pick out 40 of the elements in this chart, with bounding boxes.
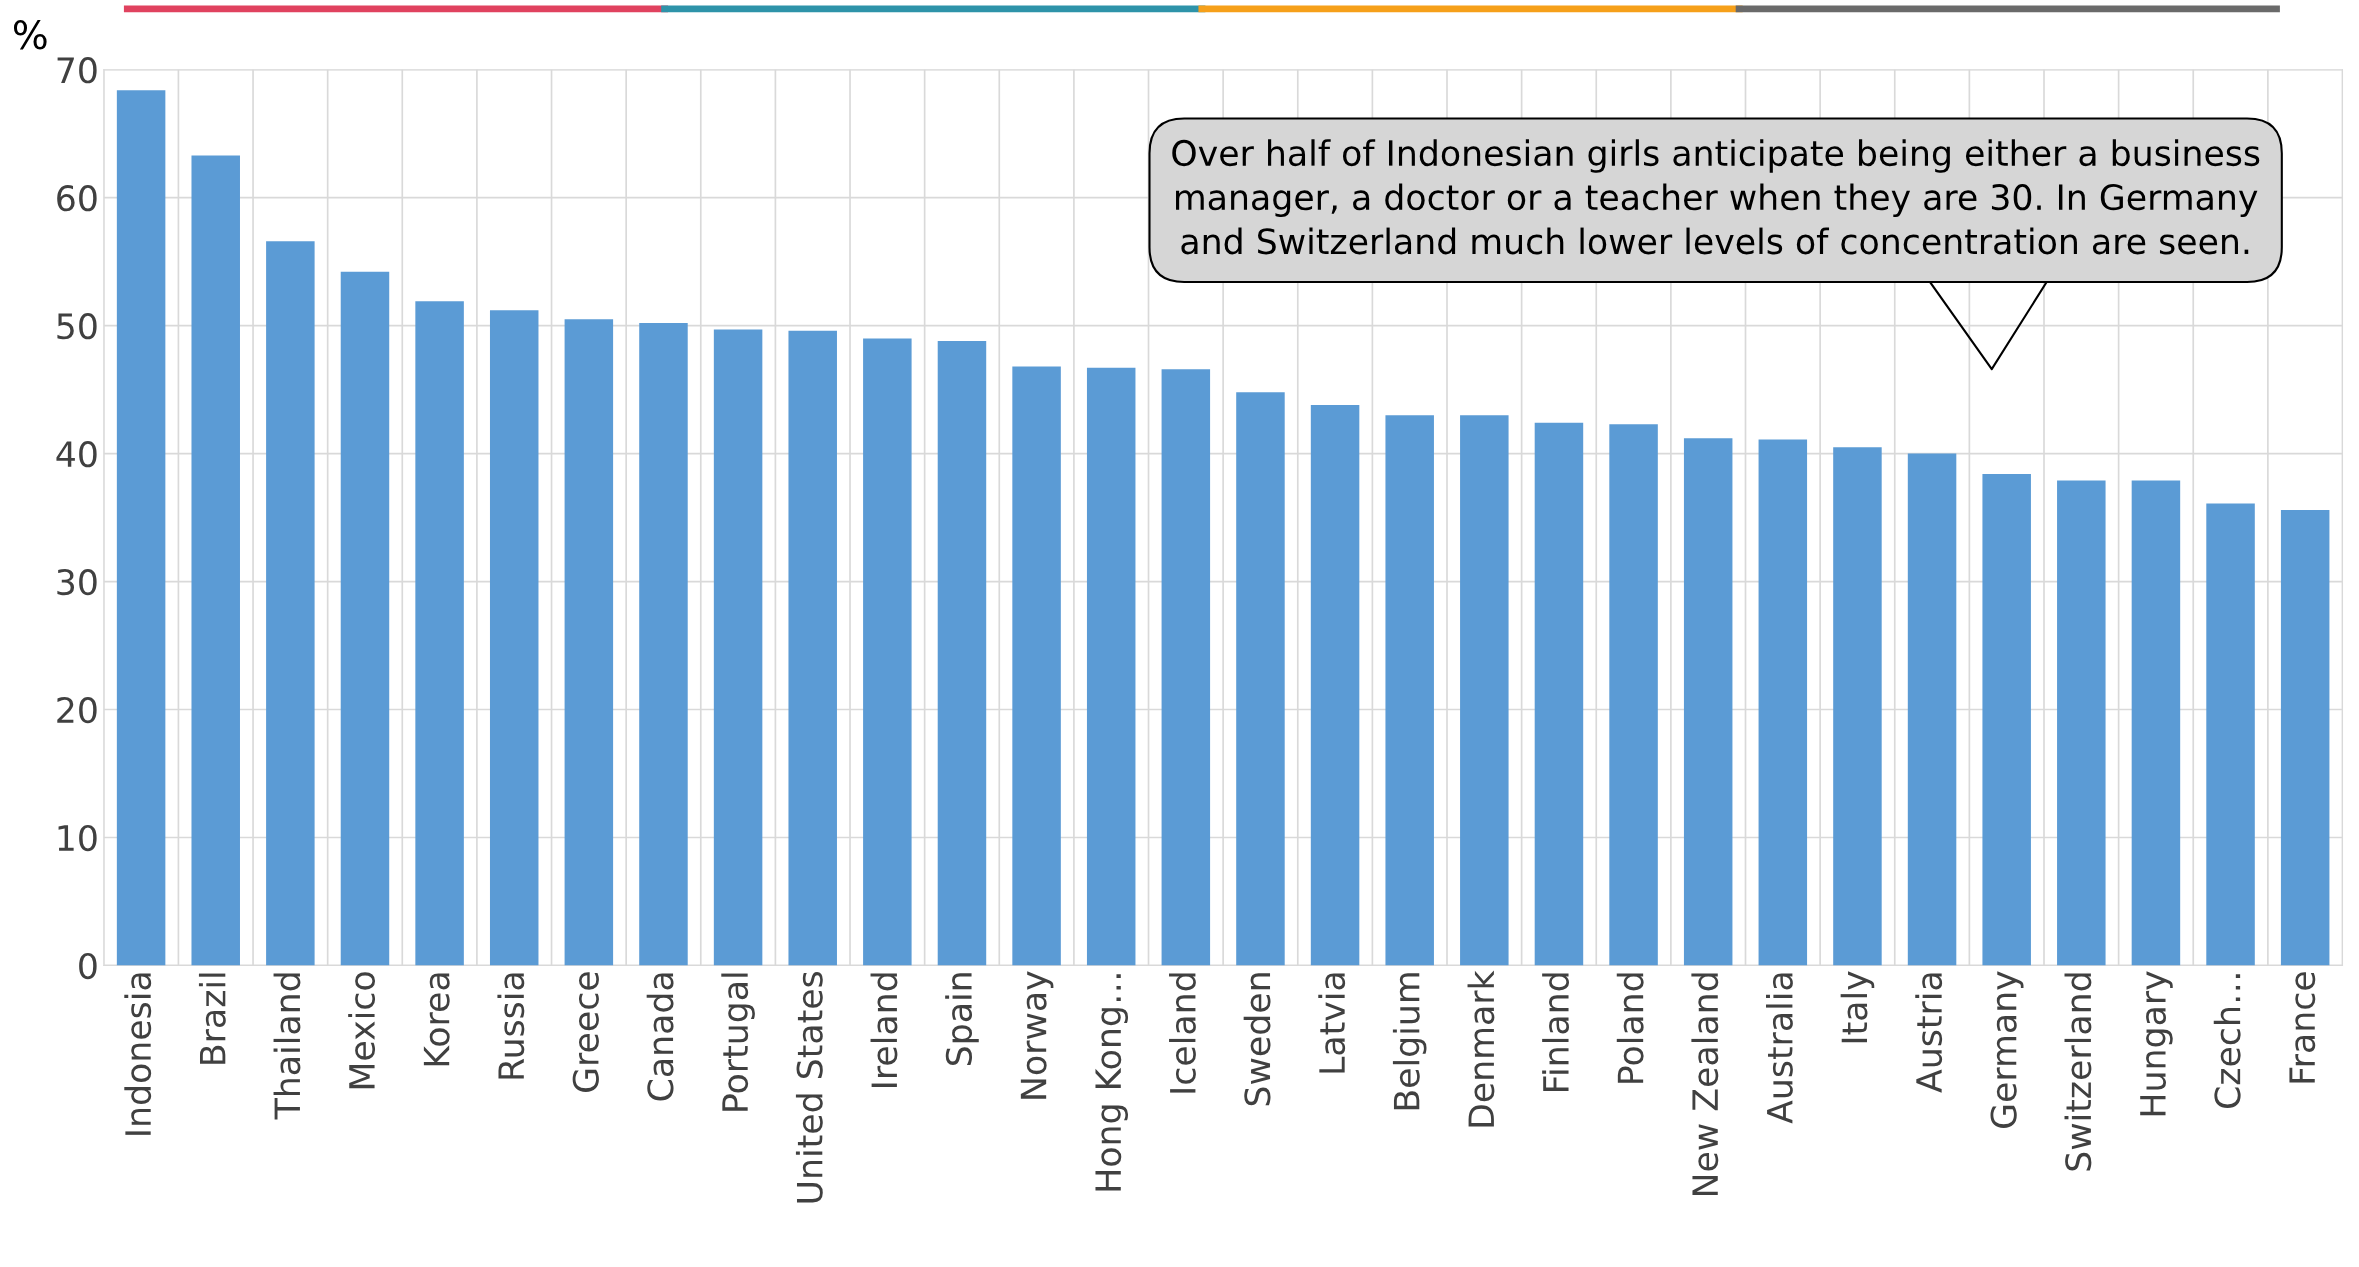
x-tick-label: New Zealand — [1691, 973, 1719, 1196]
y-tick-label: 40 — [56, 441, 97, 468]
x-tick-label: Canada — [646, 973, 674, 1101]
x-tick-label: France — [2289, 972, 2316, 1083]
annotation: Over half of Indonesian girls anticipate being either a business manager, a doctor or a teacher when they are 30. In Germany and Switzerland much lower levels of concentration are seen. — [1172, 139, 2260, 255]
x-tick-label: Poland — [1616, 973, 1644, 1083]
x-tick-label: Ireland — [870, 973, 898, 1087]
x-tick-label: Portugal — [721, 973, 755, 1111]
x-tick-label: Czech… — [2213, 974, 2241, 1109]
x-tick-label: Iceland — [1169, 973, 1196, 1093]
y-tick-label: 70 — [57, 57, 97, 84]
x-tick-label: Norway — [1020, 971, 1054, 1099]
x-tick-label: Thailand — [273, 973, 301, 1120]
y-tick-label: 30 — [57, 568, 97, 596]
x-tick-label: Latvia — [1318, 973, 1346, 1073]
x-tick-label: Mexico — [348, 972, 376, 1089]
y-tick-label: 50 — [57, 313, 97, 340]
x-tick-label: Sweden — [1243, 973, 1271, 1106]
x-tick-label: Denmark — [1467, 970, 1495, 1127]
x-tick-label: Switzerland — [2064, 973, 2092, 1171]
y-axis-title: % — [13, 20, 47, 50]
x-tick-label: Korea — [423, 973, 450, 1066]
x-tick-label: Belgium — [1392, 973, 1427, 1110]
x-tick-label: Russia — [497, 973, 525, 1079]
x-tick-label: Hong Kong… — [1095, 974, 1129, 1191]
x-tick-label: Indonesia — [124, 973, 152, 1135]
x-tick-label: Hungary — [2140, 971, 2173, 1116]
x-tick-label: Australia — [1766, 973, 1793, 1124]
y-tick-label: 0 — [79, 952, 97, 980]
x-tick-label: United States — [795, 972, 823, 1203]
x-tick-label: Italy — [1840, 971, 1875, 1043]
x-tick-label: Finland — [1542, 973, 1570, 1091]
x-tick-label: Brazil — [198, 973, 226, 1064]
x-tick-label: Spain — [945, 973, 979, 1066]
x-tick-label: Greece — [572, 972, 599, 1092]
x-tick-label: Austria — [1915, 973, 1943, 1093]
y-tick-label: 10 — [58, 824, 97, 852]
y-tick-label: 20 — [57, 696, 97, 724]
x-tick-label: Germany — [1990, 971, 2024, 1128]
y-tick-label: 60 — [57, 185, 97, 212]
